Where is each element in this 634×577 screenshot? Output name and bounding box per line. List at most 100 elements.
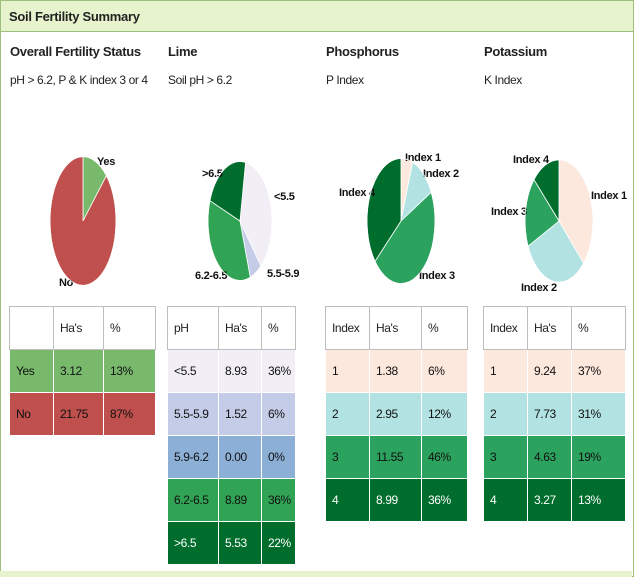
table-row: 2 2.95 12% — [325, 392, 468, 436]
slice-label: Index 4 — [339, 187, 376, 199]
table-header-row: Index Ha's% — [483, 306, 626, 350]
slice-label: Index 3 — [419, 270, 455, 282]
table-cell: 1.52 — [218, 392, 262, 436]
table-header-cell: % — [571, 306, 626, 350]
slice-label: <5.5 — [274, 191, 295, 203]
table-row: 1 9.24 37% — [483, 349, 626, 393]
chart-title: Overall Fertility Status — [10, 44, 141, 59]
table-row: Yes 3.12 13% — [9, 349, 156, 393]
table-cell: 36% — [261, 349, 296, 393]
table-header-row: Index Ha's% — [325, 306, 468, 350]
table-row: 6.2-6.5 8.89 36% — [167, 478, 296, 522]
table-cell: 19% — [571, 435, 626, 479]
chart-subtitle: P Index — [326, 73, 364, 87]
table-cell: 4 — [325, 478, 370, 522]
table-header-cell: Ha's — [53, 306, 104, 350]
table-cell: 13% — [103, 349, 156, 393]
table-cell: 36% — [261, 478, 296, 522]
table-header-cell: % — [103, 306, 156, 350]
slice-label: >6.5 — [202, 168, 223, 180]
table-cell: 8.89 — [218, 478, 262, 522]
table-cell: 0% — [261, 435, 296, 479]
table-cell: 6.2-6.5 — [167, 478, 219, 522]
table-cell: 3.27 — [527, 478, 572, 522]
table-cell: 2 — [483, 392, 528, 436]
pie-outline — [207, 161, 273, 281]
table-row: 1 1.38 6% — [325, 349, 468, 393]
table-cell: 3 — [483, 435, 528, 479]
table-row: >6.5 5.53 22% — [167, 521, 296, 565]
chart-title: Lime — [168, 44, 198, 59]
table-header-cell: Ha's — [218, 306, 262, 350]
pie-outline — [366, 158, 436, 284]
pie-outline — [49, 156, 117, 286]
table-header-row: pH Ha's% — [167, 306, 296, 350]
panel-title: Soil Fertility Summary — [9, 9, 140, 24]
table-header-row: Ha's% — [9, 306, 156, 350]
chart-subtitle: pH > 6.2, P & K index 3 or 4 — [10, 73, 148, 87]
table-cell: 1 — [325, 349, 370, 393]
pie-chart: <5.5 5.5-5.9 6.2-6.5 >6.5 — [195, 161, 300, 282]
table-cell: 9.24 — [527, 349, 572, 393]
table-cell: 3 — [325, 435, 370, 479]
table-cell: 6% — [261, 392, 296, 436]
table-row: 3 11.55 46% — [325, 435, 468, 479]
slice-label: No — [59, 277, 74, 289]
data-table: Index Ha's% 1 9.24 37% 2 7.73 31% 3 4.63 19% 4 3.27 1… — [483, 306, 626, 522]
chart-column-phosphorus: Phosphorus P Index Index 1 Index 2 Index 3… — [317, 31, 475, 576]
chart-subtitle: K Index — [484, 73, 522, 87]
slice-label: Index 2 — [521, 282, 557, 294]
table-header-cell: % — [261, 306, 296, 350]
table-cell: 5.9-6.2 — [167, 435, 219, 479]
table-cell: 4.63 — [527, 435, 572, 479]
table-cell: 21.75 — [53, 392, 104, 436]
table-header-cell — [9, 306, 54, 350]
table-cell: 5.53 — [218, 521, 262, 565]
slice-label: Yes — [97, 156, 115, 168]
slice-label: Index 1 — [591, 190, 627, 202]
table-cell: 11.55 — [369, 435, 422, 479]
table-cell: 7.73 — [527, 392, 572, 436]
table-cell: 5.5-5.9 — [167, 392, 219, 436]
table-header-cell: % — [421, 306, 468, 350]
chart-column-overall: Overall Fertility Status pH > 6.2, P & K… — [1, 31, 159, 576]
table-cell: 2 — [325, 392, 370, 436]
table-header-cell: Index — [483, 306, 528, 350]
table-cell: 1.38 — [369, 349, 422, 393]
table-cell: No — [9, 392, 54, 436]
table-cell: >6.5 — [167, 521, 219, 565]
panel-header: Soil Fertility Summary — [1, 1, 633, 32]
slice-label: 5.5-5.9 — [267, 268, 299, 280]
table-cell: 36% — [421, 478, 468, 522]
data-table: pH Ha's% <5.5 8.93 36% 5.5-5.9 1.52 6% 5.9-6.2 0.… — [167, 306, 296, 565]
table-cell: 22% — [261, 521, 296, 565]
chart-column-potassium: Potassium K Index Index 1 Index 2 Index 3 I… — [475, 31, 633, 576]
table-cell: 13% — [571, 478, 626, 522]
table-cell: 37% — [571, 349, 626, 393]
table-header-cell: pH — [167, 306, 219, 350]
pie-chart: Index 1 Index 2 Index 3 Index 4 — [339, 152, 459, 284]
table-cell: 8.93 — [218, 349, 262, 393]
table-row: No 21.75 87% — [9, 392, 156, 436]
table-cell: 1 — [483, 349, 528, 393]
table-cell: 8.99 — [369, 478, 422, 522]
table-cell: 87% — [103, 392, 156, 436]
slice-label: 6.2-6.5 — [195, 270, 227, 282]
panel-footer — [0, 571, 632, 577]
table-row: 4 3.27 13% — [483, 478, 626, 522]
table-cell: 4 — [483, 478, 528, 522]
table-header-cell: Ha's — [369, 306, 422, 350]
pie-chart: Index 1 Index 2 Index 3 Index 4 — [491, 154, 627, 294]
table-row: 2 7.73 31% — [483, 392, 626, 436]
data-table: Ha's% Yes 3.12 13% No 21.75 87% — [9, 306, 156, 436]
table-cell: 2.95 — [369, 392, 422, 436]
chart-title: Potassium — [484, 44, 548, 59]
data-table: Index Ha's% 1 1.38 6% 2 2.95 12% 3 11.55 46% 4 8.99 3… — [325, 306, 468, 522]
table-row: 4 8.99 36% — [325, 478, 468, 522]
table-cell: Yes — [9, 349, 54, 393]
table-cell: 31% — [571, 392, 626, 436]
table-cell: 46% — [421, 435, 468, 479]
slice-label: Index 3 — [491, 206, 527, 218]
chart-subtitle: Soil pH > 6.2 — [168, 73, 232, 87]
